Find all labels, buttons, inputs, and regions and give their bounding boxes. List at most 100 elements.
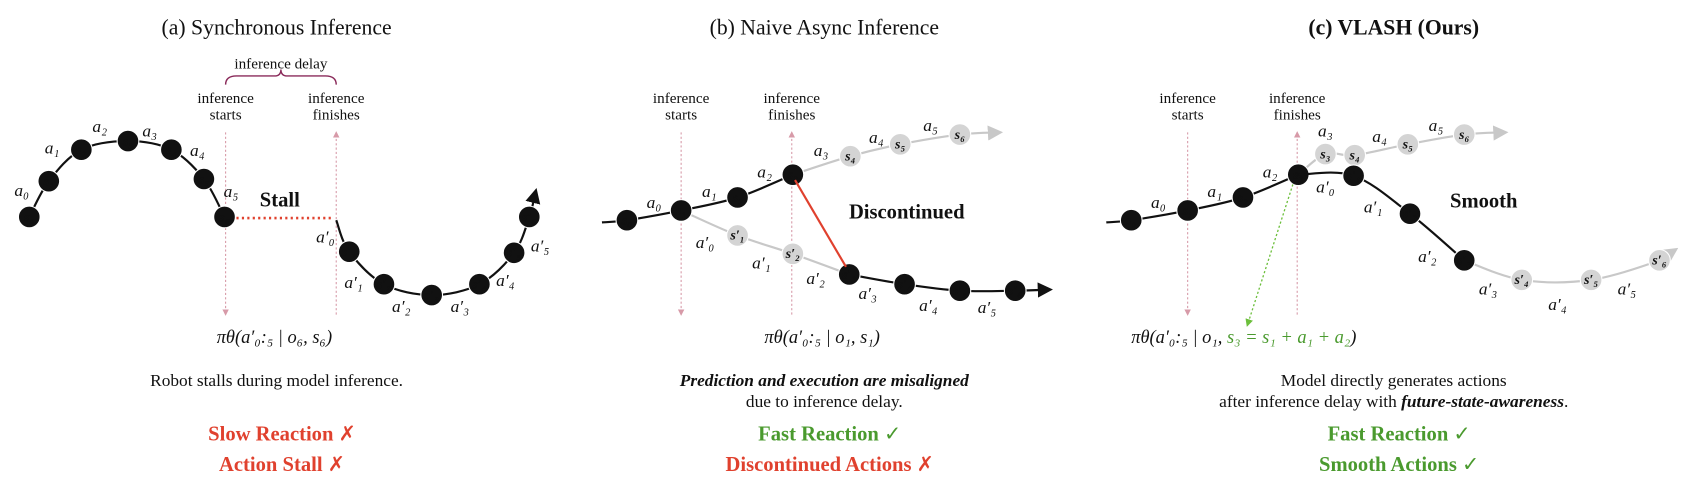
outcome-text: Smooth Actions <box>1319 454 1462 476</box>
outcome-mark: ✗ <box>917 452 934 476</box>
caption-line: after inference delay with future-state-… <box>1219 392 1568 411</box>
state-label: s₄ <box>165 142 176 158</box>
state-label: s′₅ <box>506 245 521 261</box>
state-label: s′₁ <box>1345 168 1360 184</box>
outcome-mark: ✓ <box>1453 421 1470 445</box>
action-label: a′₃ <box>1479 280 1498 299</box>
panel: (c) VLASH (Ours)inferencestartsinference… <box>1106 16 1679 476</box>
action-label: a′₁ <box>752 254 771 273</box>
state-node <box>1398 202 1422 226</box>
state-node <box>948 279 972 303</box>
state-node <box>69 138 93 162</box>
action-label: a′₄ <box>496 271 514 290</box>
action-label: a′₁ <box>1364 197 1383 216</box>
future-arrow <box>1245 184 1294 327</box>
action-label: a₅ <box>1429 116 1444 135</box>
state-label: s′₁ <box>341 244 356 260</box>
state-label: s₂ <box>75 142 86 158</box>
state-node <box>888 132 912 156</box>
action-label: a₂ <box>757 163 772 182</box>
state-label: s₅ <box>894 137 905 153</box>
action-label: a′₅ <box>1618 280 1637 299</box>
outcome: Slow Reaction ✗ <box>208 421 356 445</box>
action-label: a₂ <box>92 117 107 136</box>
action-label: a′₁ <box>344 273 363 292</box>
state-node <box>1396 132 1420 156</box>
state-label: s′₂ <box>785 246 800 262</box>
state-node <box>615 208 639 232</box>
timeline-label: inference <box>1159 90 1216 107</box>
state-label: s₁ <box>43 173 54 189</box>
formula-part: πθ(a′₀:₅ | o₁, <box>1131 327 1227 348</box>
timeline-label: finishes <box>313 106 360 123</box>
action-label: a₁ <box>702 182 717 201</box>
state-node <box>1579 268 1603 292</box>
state-label: s′₆ <box>521 209 536 225</box>
jump-line <box>794 179 847 268</box>
action-label: a₁ <box>1207 182 1222 201</box>
state-node <box>17 205 41 229</box>
state-node <box>337 240 361 264</box>
state-node <box>893 272 916 296</box>
outcome-mark: ✓ <box>884 421 901 445</box>
state-label: s′₃ <box>841 267 856 283</box>
state-label: s₆ <box>1458 127 1469 143</box>
caption-line: Robot stalls during model inference. <box>150 371 403 390</box>
trajectory <box>1298 171 1465 262</box>
action-label: a₀ <box>1151 193 1166 212</box>
outcome: Discontinued Actions ✗ <box>726 452 934 476</box>
delay-label: inference delay <box>234 55 327 72</box>
timeline-label: starts <box>665 106 697 123</box>
caption-line: due to inference delay. <box>746 392 903 411</box>
state-node <box>726 224 749 247</box>
action-label: a′₂ <box>806 269 825 288</box>
action-label: a′₃ <box>858 284 877 303</box>
state-label: s₅ <box>198 171 209 187</box>
timeline-label: starts <box>210 106 242 123</box>
state-node <box>420 283 444 307</box>
formula-part: ) <box>1349 327 1356 348</box>
state-node <box>37 169 61 193</box>
action-label: a₃ <box>142 121 157 140</box>
state-label: s₂ <box>1237 190 1248 206</box>
outcome-mark: ✗ <box>339 421 356 445</box>
state-label: s₄ <box>844 149 855 165</box>
action-label: a₀ <box>14 181 29 200</box>
state-node <box>837 263 861 286</box>
outcome-text: Discontinued Actions <box>726 454 917 476</box>
state-label: s₆ <box>218 209 229 225</box>
outcome: Fast Reaction ✓ <box>758 421 901 445</box>
timeline-label: finishes <box>768 106 815 123</box>
state-node <box>192 167 216 191</box>
status-label: Discontinued <box>849 201 965 223</box>
action-label: a′₂ <box>392 297 411 316</box>
timeline-label: starts <box>1172 106 1204 123</box>
formula: πθ(a′₀:₅ | o₁, s₁) <box>764 327 879 348</box>
panel: (b) Naive Async Inferenceinferencestarts… <box>601 16 1053 476</box>
state-node <box>1176 199 1200 222</box>
state-label: s₃ <box>1292 167 1303 183</box>
state-node <box>372 272 396 296</box>
action-label: a₁ <box>45 139 60 158</box>
action-label: a₂ <box>1263 163 1278 182</box>
timeline-label: inference <box>1269 90 1326 107</box>
state-label: s₃ <box>122 133 133 149</box>
caption-line: Model directly generates actions <box>1281 371 1507 390</box>
state-node <box>948 123 972 146</box>
timeline-label: inference <box>308 90 365 107</box>
state-node <box>1510 268 1534 292</box>
state-node <box>502 241 526 265</box>
outcome: Action Stall ✗ <box>219 452 345 476</box>
outcome: Fast Reaction ✓ <box>1328 421 1471 445</box>
outcome-mark: ✗ <box>328 452 345 476</box>
state-node <box>1648 248 1671 272</box>
state-node <box>781 242 805 266</box>
timeline-label: inference <box>764 90 821 107</box>
state-label: s′₂ <box>1402 206 1417 222</box>
action-label: a′₅ <box>978 298 997 317</box>
action-label: a₃ <box>1318 121 1333 140</box>
trajectory <box>680 209 850 276</box>
caption-part: Model directly generates actions <box>1281 371 1507 390</box>
state-node <box>159 138 183 162</box>
action-label: a′₂ <box>1418 247 1437 266</box>
